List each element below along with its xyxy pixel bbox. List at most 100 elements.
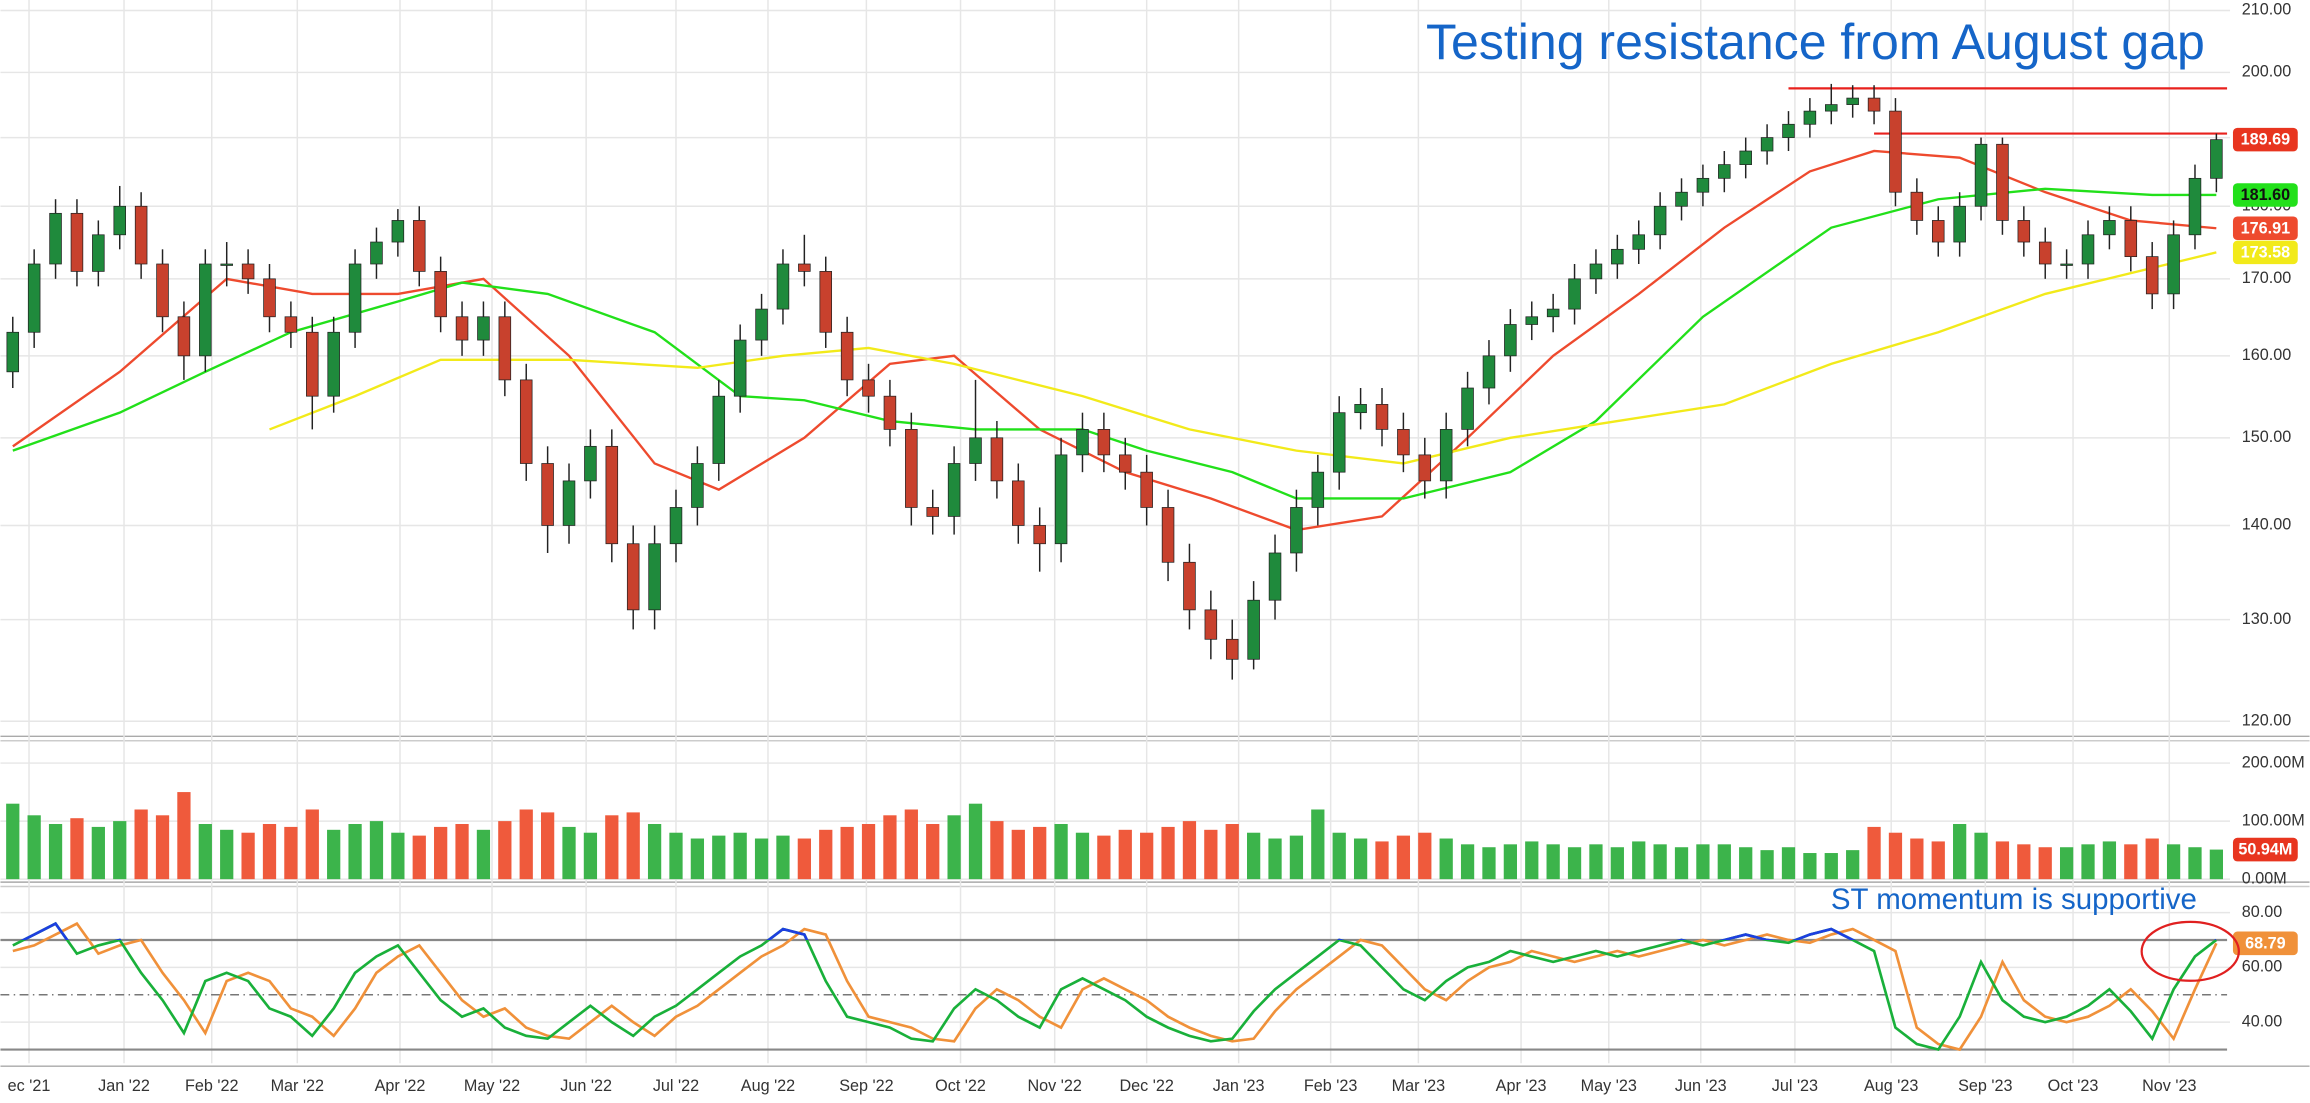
candle-body xyxy=(1910,191,1924,221)
candle-body xyxy=(626,543,640,611)
candle-body xyxy=(1589,263,1603,280)
y-tick-label: 160.00 xyxy=(2242,346,2292,364)
candle-body xyxy=(1825,104,1838,112)
candle-body xyxy=(584,445,597,482)
x-tick-label: Sep '22 xyxy=(839,1077,893,1095)
volume-bar xyxy=(819,829,833,880)
volume-bar xyxy=(1439,838,1453,880)
x-tick-label: Sep '23 xyxy=(1958,1077,2012,1095)
candle-body xyxy=(1546,308,1560,318)
highlight-ellipse xyxy=(2140,920,2240,982)
candle-body xyxy=(1568,278,1581,310)
volume-bar xyxy=(626,812,640,880)
volume-bar xyxy=(968,803,983,880)
candle-body xyxy=(840,331,854,381)
volume-bar xyxy=(1589,844,1603,880)
y-tick-label: 150.00 xyxy=(2242,428,2292,446)
candle-body xyxy=(1268,552,1282,601)
volume-bar xyxy=(2124,844,2138,880)
candle-body xyxy=(1418,454,1432,482)
candle-body xyxy=(1161,507,1175,563)
candle-body xyxy=(1225,638,1239,660)
candle-body xyxy=(2188,177,2202,236)
value-tag-label: 181.60 xyxy=(2241,186,2291,204)
candle-body xyxy=(134,205,148,265)
volume-bar xyxy=(1653,844,1667,880)
volume-bar xyxy=(262,824,277,880)
volume-bar xyxy=(155,815,170,880)
candle-body xyxy=(1332,412,1346,473)
candle-body xyxy=(1931,220,1945,243)
candle-body xyxy=(498,316,512,381)
volume-bar xyxy=(1289,835,1304,880)
volume-bar xyxy=(690,838,705,880)
volume-bar xyxy=(391,832,405,880)
volume-bar xyxy=(1525,841,1539,880)
candle-body xyxy=(1803,110,1817,125)
candle-body xyxy=(1974,143,1988,207)
volume-bar xyxy=(1846,850,1860,880)
overbought-line xyxy=(20,921,2217,941)
candle-body xyxy=(691,463,704,508)
candle-body xyxy=(883,395,897,430)
candle-body xyxy=(1867,97,1881,112)
x-tick-label: Feb '22 xyxy=(185,1077,239,1095)
volume-bar xyxy=(1204,829,1218,880)
candle-body xyxy=(199,263,212,357)
volume-bar xyxy=(1097,835,1111,880)
volume-bar xyxy=(476,829,491,880)
volume-bar xyxy=(1760,850,1774,880)
volume-bar xyxy=(327,829,341,880)
volume-bar xyxy=(990,821,1004,880)
volume-bar xyxy=(220,829,234,880)
volume-bar xyxy=(113,821,127,880)
volume-bar xyxy=(1353,838,1368,880)
candle-body xyxy=(1183,561,1196,611)
volume-bar xyxy=(1931,841,1945,880)
y-tick-label: 100.00M xyxy=(2242,811,2305,829)
candle-body xyxy=(1718,164,1731,179)
volume-bar xyxy=(2102,841,2117,880)
volume-bar xyxy=(1268,838,1282,880)
candle-body xyxy=(562,480,576,526)
volume-bar xyxy=(1482,847,1496,880)
volume-bar xyxy=(1995,841,2010,880)
candle-body xyxy=(712,395,726,464)
candle-body xyxy=(1012,480,1025,526)
candle-body xyxy=(177,316,191,357)
volume-bar xyxy=(2038,847,2052,880)
volume-bar xyxy=(1674,847,1689,880)
candle-body xyxy=(113,205,126,236)
candle-body xyxy=(1311,471,1325,508)
candle-body xyxy=(1290,507,1303,554)
y-tick-label: 210.00 xyxy=(2242,1,2292,19)
candle-body xyxy=(969,437,982,464)
x-tick-label: Jan '22 xyxy=(98,1077,150,1095)
volume-bar xyxy=(2166,844,2181,880)
candle-body xyxy=(306,331,319,397)
volume-bar xyxy=(198,824,212,880)
candle-body xyxy=(1846,97,1859,105)
x-tick-label: ec '21 xyxy=(8,1077,51,1095)
volume-bar xyxy=(712,835,726,880)
volume-bar xyxy=(754,838,769,880)
volume-bar xyxy=(1418,832,1432,880)
candle-body xyxy=(1996,143,2009,221)
candle-body xyxy=(541,463,554,526)
value-tag-label: 176.91 xyxy=(2241,219,2291,237)
value-tag xyxy=(2232,127,2298,152)
x-tick-label: Dec '22 xyxy=(1119,1077,1173,1095)
value-tag-label: 68.79 xyxy=(2245,934,2286,952)
candle-body xyxy=(776,263,790,310)
volume-bar xyxy=(91,826,105,880)
value-tag xyxy=(2232,837,2298,862)
volume-bar xyxy=(519,809,533,880)
volume-bar xyxy=(1161,826,1175,880)
volume-bar xyxy=(1824,853,1838,880)
value-tag-label: 50.94M xyxy=(2238,841,2292,859)
x-tick-label: Jun '23 xyxy=(1675,1077,1727,1095)
candle-body xyxy=(2124,220,2138,258)
candle-body xyxy=(70,212,84,272)
volume-bar xyxy=(776,835,790,880)
